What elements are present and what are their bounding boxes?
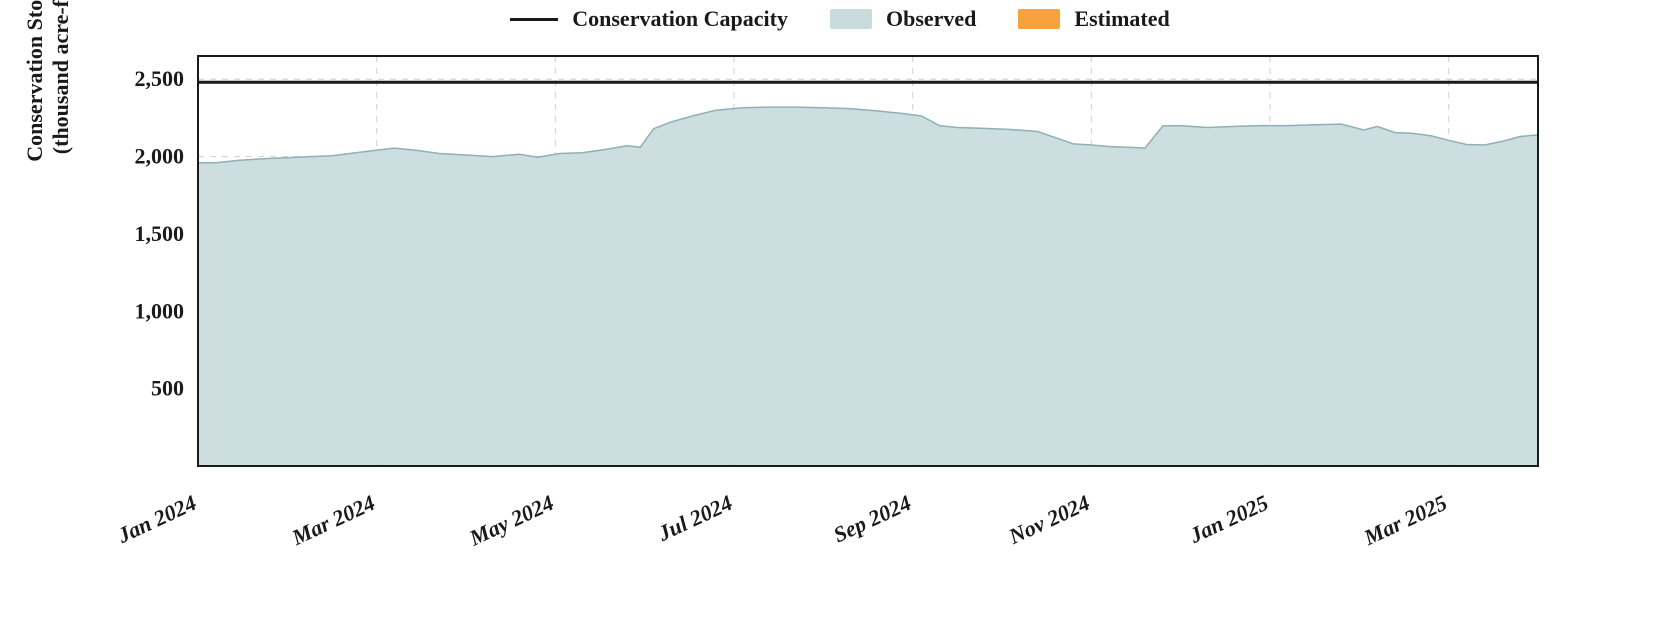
x-tick-label: May 2024 bbox=[465, 490, 558, 551]
chart: 500 1,000 1,500 2,000 2,500 Jan 2024 Mar 2024… bbox=[0, 0, 1680, 630]
chart-page: Conservation Capacity Observed Estimated… bbox=[0, 0, 1680, 630]
y-tick-label: 2,000 bbox=[135, 144, 185, 169]
y-tick-label: 2,500 bbox=[135, 66, 185, 91]
x-tick-label: Mar 2025 bbox=[1359, 490, 1451, 551]
x-tick-label: Jan 2025 bbox=[1185, 490, 1272, 548]
x-tick-labels: Jan 2024 Mar 2024 May 2024 Jul 2024 Sep 2024… bbox=[113, 490, 1451, 551]
x-tick-label: Jan 2024 bbox=[113, 490, 200, 548]
x-tick-label: Mar 2024 bbox=[287, 490, 379, 551]
y-tick-label: 500 bbox=[151, 376, 184, 401]
x-tick-label: Jul 2024 bbox=[653, 490, 736, 546]
y-tick-labels: 500 1,000 1,500 2,000 2,500 bbox=[135, 66, 185, 400]
y-tick-label: 1,000 bbox=[135, 298, 185, 323]
x-tick-label: Sep 2024 bbox=[829, 490, 914, 548]
x-tick-label: Nov 2024 bbox=[1004, 490, 1094, 549]
y-tick-label: 1,500 bbox=[135, 221, 185, 246]
series-observed-area bbox=[198, 107, 1538, 466]
